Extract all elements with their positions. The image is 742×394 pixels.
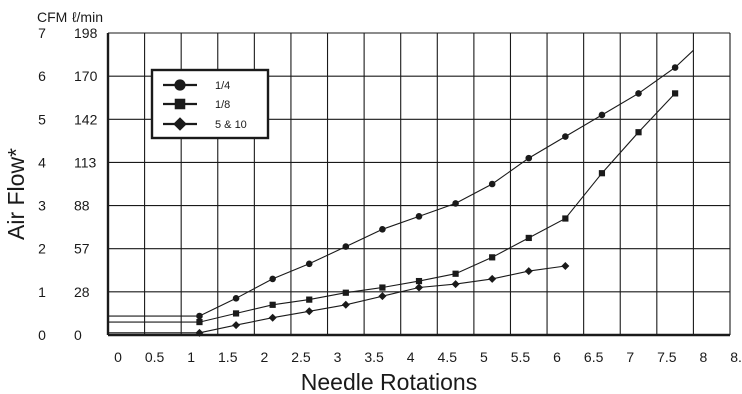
y-unit-cfm: CFM (37, 9, 67, 25)
series-1-point (415, 213, 423, 220)
y-tick-label-cfm: 6 (38, 68, 46, 84)
series-1-point (232, 295, 240, 302)
series-1-point (269, 275, 276, 283)
series-2-point (415, 277, 423, 285)
series-3-point (451, 280, 460, 289)
series-1-point (342, 243, 350, 250)
series-2-point (342, 289, 349, 296)
y-axis-title: Air Flow* (3, 148, 29, 240)
x-tick-label: 8 (700, 349, 708, 365)
x-tick-label: 0 (114, 349, 122, 365)
y-tick-label-lmin: 198 (74, 25, 98, 41)
x-tick-label: 1 (187, 349, 195, 365)
x-tick-label: 6 (553, 349, 561, 365)
series-3-point (341, 300, 350, 309)
series-1-point (196, 312, 203, 320)
legend: 1/4 1/8 5 & 10 (150, 68, 270, 140)
series-3-point (415, 283, 423, 292)
series-2-point (562, 215, 569, 222)
series-1-point (671, 64, 679, 71)
series-2-point (232, 310, 240, 317)
y-tick-label-lmin: 142 (74, 111, 98, 127)
series-2-line (199, 93, 676, 323)
y-tick-label-cfm: 4 (38, 154, 46, 170)
series-2-point (379, 284, 386, 291)
legend-label-1: 1/4 (215, 80, 230, 92)
series-2-point (306, 296, 313, 303)
y-tick-label-cfm: 5 (38, 111, 46, 127)
x-axis-title: Needle Rotations (301, 369, 477, 394)
y-tick-label-cfm: 1 (38, 284, 46, 300)
series-3-point (488, 274, 497, 283)
series-1 (108, 49, 694, 320)
series-1-point (379, 226, 386, 233)
series-2 (108, 90, 679, 326)
x-tick-label: 7.5 (657, 349, 677, 365)
x-tick-label: 3.5 (364, 349, 384, 365)
series-1-point (598, 111, 606, 119)
y-tick-label-lmin: 170 (74, 68, 98, 84)
tick-labels: 0 0.5 1 1.5 2 2.5 3 3.5 4 4.5 5 5.5 6 6.5 7 7.5 8 8.5 0 1 2 3… (38, 25, 742, 365)
legend-square-icon (174, 98, 186, 110)
x-tick-label: 4 (407, 349, 415, 365)
series-3-point (232, 321, 241, 330)
x-tick-label: 5 (480, 349, 488, 365)
series-2-point (269, 301, 276, 308)
y-tick-label-cfm: 2 (38, 241, 46, 257)
x-tick-label: 8.5 (730, 349, 742, 365)
series-2-point (452, 270, 459, 277)
legend-label-3: 5 & 10 (215, 119, 247, 131)
y-tick-label-lmin: 113 (74, 154, 97, 170)
series-3-point (524, 267, 533, 276)
y-unit-lmin: ℓ/min (72, 9, 103, 25)
series-2-point (196, 318, 203, 326)
x-tick-label: 6.5 (584, 349, 604, 365)
x-tick-label: 5.5 (511, 349, 531, 365)
y-tick-label-cfm: 0 (38, 327, 46, 343)
y-tick-label-lmin: 28 (74, 284, 90, 300)
series-3-point (561, 261, 570, 270)
series-3 (108, 261, 570, 337)
x-tick-label: 1.5 (218, 349, 238, 365)
series-lines (108, 49, 694, 337)
y-tick-label-lmin: 57 (74, 241, 90, 257)
legend-diamond-icon (173, 117, 187, 131)
series-1-point (305, 260, 313, 268)
grid (106, 32, 731, 337)
x-tick-label: 4.5 (438, 349, 458, 365)
x-tick-label: 2 (260, 349, 268, 365)
series-2-point (489, 254, 496, 261)
series-2-point (525, 234, 532, 242)
y-tick-label-cfm: 3 (38, 198, 46, 214)
series-3-point (268, 313, 277, 322)
series-1-point (452, 200, 459, 207)
series-3-point (378, 292, 387, 301)
series-2-point (598, 170, 606, 177)
y-tick-label-cfm: 7 (38, 25, 46, 41)
x-tick-label: 7 (626, 349, 634, 365)
series-3-point (305, 307, 314, 316)
series-2-point (672, 90, 679, 97)
series-3-point (195, 328, 204, 337)
x-tick-label: 3 (334, 349, 342, 365)
series-1-point (488, 180, 496, 188)
x-tick-label: 0.5 (145, 349, 165, 365)
legend-circle-icon (174, 79, 186, 91)
series-1-point (562, 133, 569, 140)
legend-label-2: 1/8 (215, 99, 230, 111)
series-1-point (525, 154, 533, 162)
y-tick-label-lmin: 88 (74, 198, 90, 214)
series-2-point (635, 129, 642, 136)
series-1-point (635, 90, 642, 97)
x-tick-label: 2.5 (291, 349, 311, 365)
y-tick-label-lmin: 0 (74, 327, 82, 343)
